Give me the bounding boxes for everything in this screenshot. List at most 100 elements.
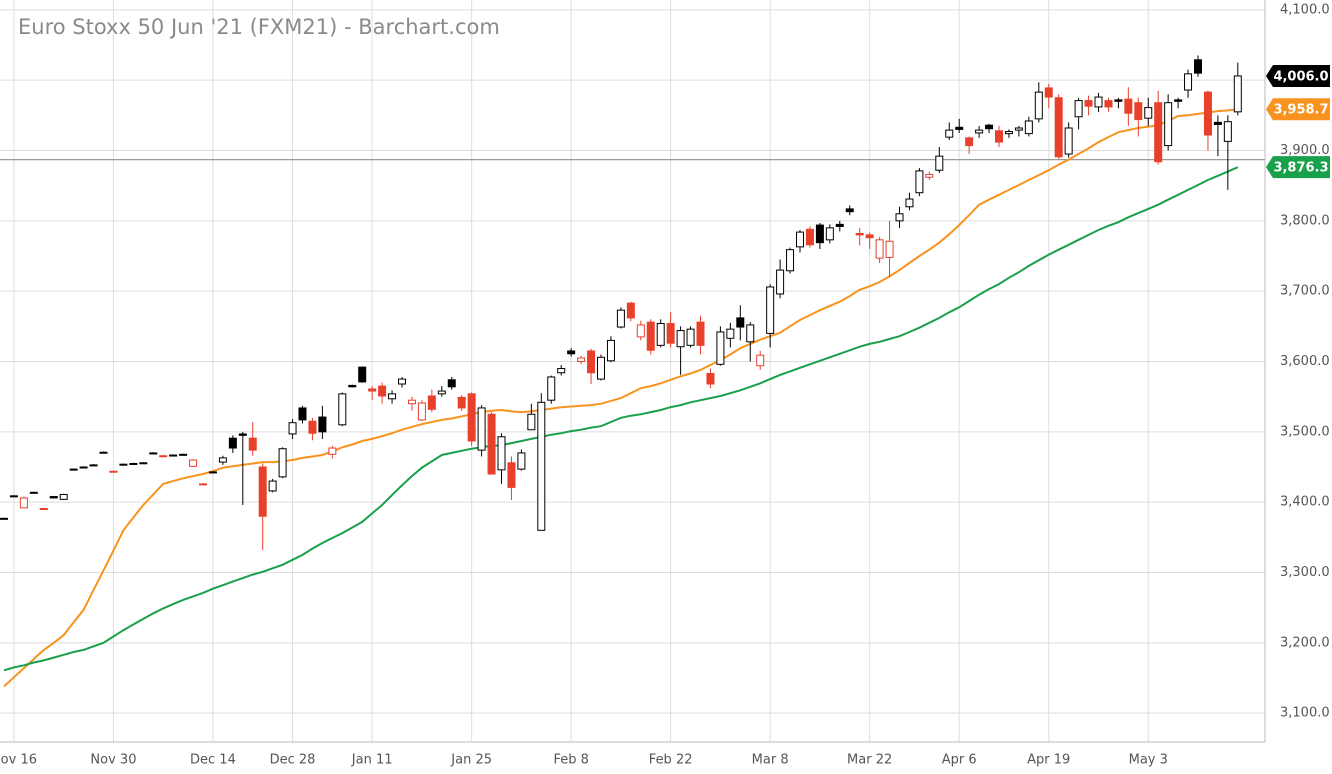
candle-body — [1084, 100, 1093, 107]
candle-body — [79, 466, 88, 469]
candle-body — [129, 462, 138, 465]
candle-body — [1074, 100, 1083, 118]
candle-body — [89, 464, 98, 467]
candle-body — [1114, 99, 1123, 102]
candle-body — [378, 385, 387, 397]
y-tick-label: 3,700.0 — [1280, 284, 1330, 299]
candle-body — [298, 407, 307, 421]
candle-body — [467, 393, 476, 442]
candle-body — [1034, 91, 1043, 120]
candle-body — [417, 402, 426, 421]
y-tick-label: 3,100.0 — [1280, 706, 1330, 721]
candle-body — [905, 198, 914, 208]
candle-body — [636, 324, 645, 338]
candle-body — [149, 452, 158, 455]
x-tick-label: Dec 28 — [270, 753, 316, 768]
x-tick-label: Mar 8 — [752, 753, 789, 768]
candle-body — [606, 339, 615, 362]
candle-body — [368, 388, 377, 392]
candle-body — [1004, 131, 1013, 135]
candle-body — [208, 471, 217, 474]
candle-body — [1194, 59, 1202, 74]
y-tick-label: 3,300.0 — [1280, 565, 1330, 580]
candle-body — [398, 378, 406, 385]
candle-body — [1054, 97, 1063, 158]
candle-body — [497, 436, 506, 471]
price-badge-label: 3,958.7 — [1273, 103, 1328, 118]
plot-area — [0, 55, 1265, 688]
candle-body — [736, 317, 745, 328]
price-badge-label: 3,876.3 — [1273, 161, 1328, 176]
candle-body — [268, 480, 277, 492]
candle-body — [119, 463, 128, 466]
candle-body — [19, 497, 28, 509]
candle-body — [945, 129, 954, 138]
y-tick-label: 3,600.0 — [1280, 354, 1330, 369]
price-badge — [1266, 98, 1330, 121]
candle-body — [228, 437, 237, 449]
price-badge-label: 4,006.0 — [1273, 69, 1328, 84]
candle-body — [1223, 121, 1232, 142]
candle-body — [935, 155, 944, 171]
candle-body — [59, 493, 68, 500]
candle-body — [587, 350, 596, 374]
candle-body — [169, 454, 178, 457]
candle-body — [696, 321, 705, 346]
candle-body — [1024, 120, 1033, 135]
y-tick-label: 3,900.0 — [1280, 143, 1330, 158]
candle-body — [278, 448, 287, 478]
x-tick-label: Nov 16 — [0, 753, 37, 768]
candle-body — [388, 393, 397, 400]
candle-body — [686, 328, 695, 346]
candle-body — [338, 393, 347, 426]
candle-body — [557, 368, 566, 374]
candle-body — [427, 395, 436, 410]
candle-body — [527, 413, 536, 431]
candle-body — [1233, 75, 1242, 113]
x-tick-label: May 3 — [1129, 753, 1168, 768]
candle-body — [288, 422, 297, 435]
candle-body — [1213, 121, 1222, 125]
candle-body — [69, 468, 78, 471]
candle-body — [726, 328, 735, 339]
candle-body — [597, 356, 605, 380]
candle-body — [109, 470, 118, 473]
candle-body — [885, 240, 894, 258]
candle-body — [1124, 98, 1133, 114]
candle-body — [179, 453, 188, 456]
x-tick-label: Jan 25 — [450, 753, 492, 768]
candle-body — [348, 384, 357, 388]
candle-body — [308, 420, 317, 434]
candle-body — [218, 457, 227, 463]
candle-body — [0, 517, 8, 520]
candle-body — [487, 413, 496, 475]
grid — [0, 0, 1265, 742]
y-tick-label: 3,500.0 — [1280, 424, 1330, 439]
candle-body — [875, 239, 884, 259]
y-tick-label: 3,800.0 — [1280, 213, 1330, 228]
candle-body — [1164, 102, 1173, 147]
candle-body — [975, 129, 984, 134]
candle-body — [766, 286, 775, 334]
candle-body — [457, 396, 466, 409]
candle-body — [666, 323, 675, 344]
candle-body — [447, 379, 456, 388]
candle-body — [815, 224, 824, 244]
candle-body — [825, 227, 834, 241]
candle-body — [1094, 96, 1103, 108]
candle-body — [517, 452, 526, 470]
candle-body — [776, 269, 785, 295]
x-tick-label: Feb 8 — [553, 753, 588, 768]
candle-body — [1134, 102, 1143, 121]
candle-body — [318, 416, 327, 433]
candle-body — [437, 390, 446, 395]
candle-body — [796, 231, 804, 248]
candle-body — [139, 462, 148, 465]
candle-body — [786, 249, 795, 272]
y-tick-label: 3,200.0 — [1280, 635, 1330, 650]
candle-body — [1104, 100, 1113, 108]
chart-title: Euro Stoxx 50 Jun '21 (FXM21) - Barchart… — [18, 15, 500, 39]
